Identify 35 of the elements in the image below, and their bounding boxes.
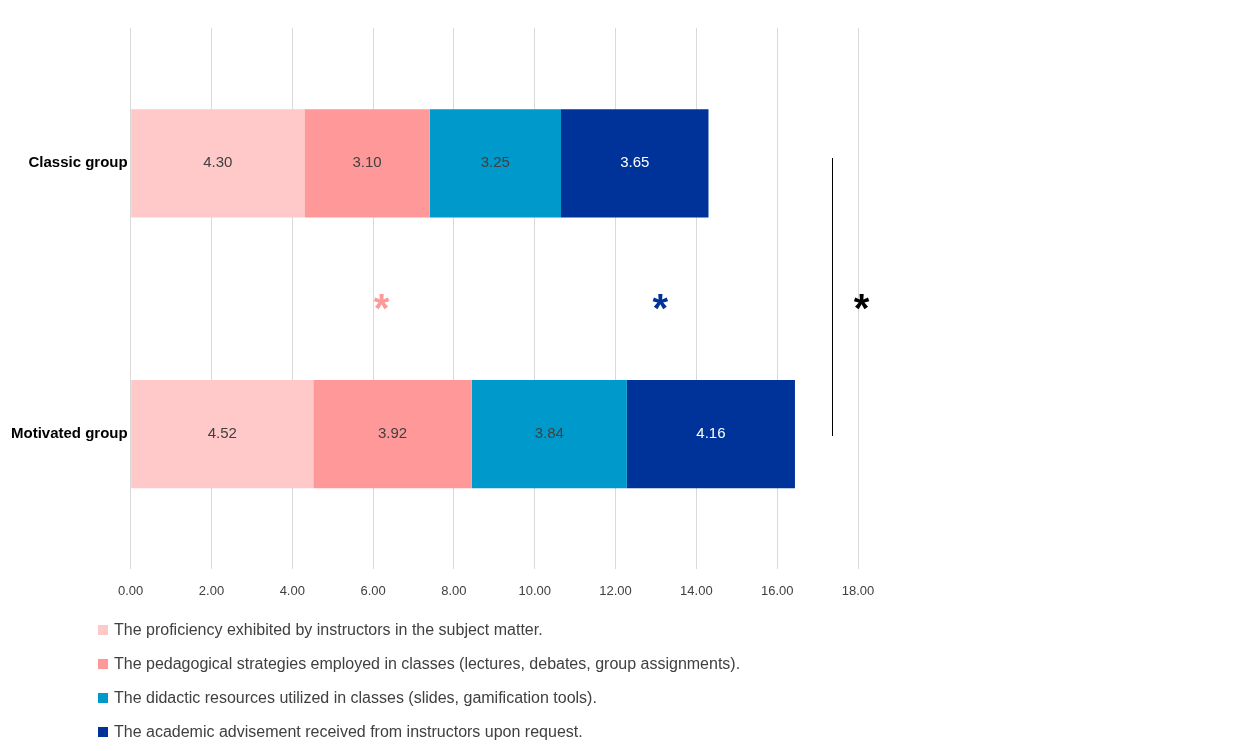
- bar: [471, 379, 627, 489]
- data-label: 3.84: [534, 424, 564, 442]
- bar: [131, 379, 314, 489]
- x-tick-label: 4.00: [279, 582, 305, 598]
- data-label: 3.25: [480, 153, 510, 171]
- x-tick-label: 10.00: [518, 582, 552, 598]
- bar: [313, 379, 472, 489]
- legend-label: The academic advisement received from instructors upon request.: [114, 723, 583, 741]
- bar: [131, 109, 305, 218]
- legend-label: The proficiency exhibited by instructors in the subject matter.: [114, 621, 543, 639]
- bar: [561, 109, 709, 218]
- x-tick-label: 14.00: [680, 582, 713, 598]
- bar: [626, 379, 795, 489]
- x-tick-label: 12.00: [599, 582, 632, 598]
- legend-label: The pedagogical strategies employed in classes (lectures, debates, group assignments).: [114, 655, 741, 673]
- data-label: 3.92: [377, 424, 408, 442]
- legend-label: The didactic resources utilized in classes (slides, gamification tools).: [114, 689, 597, 707]
- x-tick-label: 0.00: [118, 582, 144, 598]
- data-label: 4.16: [696, 424, 726, 442]
- data-label: 3.65: [620, 153, 650, 171]
- y-tick-label: Classic group: [28, 153, 128, 171]
- data-label: 4.30: [203, 153, 233, 171]
- annotation: *: [373, 285, 390, 330]
- x-tick-label: 16.00: [760, 582, 794, 598]
- annotation: *: [853, 285, 870, 330]
- bar: [429, 109, 561, 218]
- y-tick-label: Motivated group: [10, 424, 128, 442]
- x-tick-label: 6.00: [360, 582, 386, 598]
- data-label: 3.10: [352, 153, 382, 171]
- x-tick-label: 8.00: [441, 582, 467, 598]
- annotation: *: [652, 285, 669, 330]
- bar: [304, 109, 430, 218]
- data-label: 4.52: [207, 424, 237, 442]
- x-tick-label: 18.00: [841, 582, 875, 598]
- x-tick-label: 2.00: [198, 582, 225, 598]
